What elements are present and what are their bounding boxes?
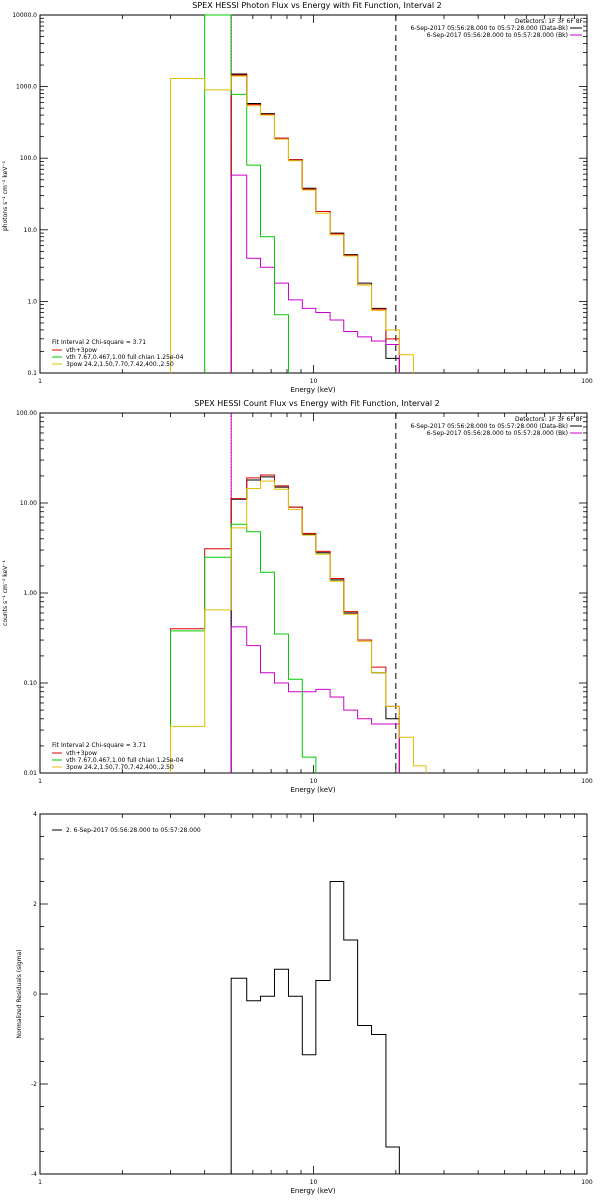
x-tick-label: 100 bbox=[581, 778, 593, 785]
count-legend-data-bk: 6-Sep-2017 05:56:28.000 to 05:57:28.000 … bbox=[410, 423, 568, 430]
residuals-legend-label: 2. 6-Sep-2017 05:56:28.000 to 05:57:28.0… bbox=[66, 827, 201, 834]
count-x-axis-label: Energy (keV) bbox=[290, 786, 335, 794]
x-tick-label: 1 bbox=[38, 1179, 42, 1186]
photon-reference-lines bbox=[230, 15, 397, 373]
y-tick-label: 4 bbox=[33, 811, 37, 818]
photon-plot-frame bbox=[39, 14, 588, 374]
photon-series bbox=[169, 14, 414, 373]
photon-chart-title: SPEX HESSI Photon Flux vs Energy with Fi… bbox=[192, 1, 442, 10]
y-tick-label: 10000.0 bbox=[12, 12, 37, 19]
photon-flux-panel: SPEX HESSI Photon Flux vs Energy with Fi… bbox=[2, 1, 593, 394]
histogram-series bbox=[230, 476, 400, 773]
count-legend: Detectors: 1F 3F 6F 8F 6-Sep-2017 05:56:… bbox=[52, 416, 584, 771]
y-tick-label: -2 bbox=[31, 1081, 37, 1088]
y-tick-label: 10.0 bbox=[24, 227, 38, 234]
x-tick-label: 10 bbox=[310, 778, 318, 785]
y-tick-label: 0 bbox=[33, 991, 37, 998]
residuals-panel: 1 10 100 -4 -2 0 2 4 Energy (keV) Normalized Re… bbox=[16, 811, 593, 1195]
histogram-series bbox=[230, 626, 400, 773]
y-tick-label: 1000.0 bbox=[16, 84, 37, 91]
x-tick-label: 1 bbox=[38, 778, 42, 785]
count-chart-title: SPEX HESSI Count Flux vs Energy with Fit… bbox=[194, 399, 439, 408]
x-tick-label: 1 bbox=[38, 378, 42, 385]
histogram-series bbox=[169, 523, 317, 773]
photon-legend-vth: vth 7.67,0.467,1.00 full chian 1.25e-04 bbox=[66, 354, 184, 361]
y-tick-label: 0.1 bbox=[27, 370, 37, 377]
residuals-series bbox=[230, 881, 400, 1174]
count-detectors-label: Detectors: 1F 3F 6F 8F bbox=[515, 416, 584, 423]
photon-legend-bk: 6-Sep-2017 05:56:28.000 to 05:57:28.000 … bbox=[427, 32, 568, 39]
count-flux-panel: SPEX HESSI Count Flux vs Energy with Fit… bbox=[2, 399, 593, 794]
photon-legend-total: vth+3pow bbox=[66, 347, 97, 354]
histogram-series bbox=[169, 75, 414, 373]
count-series bbox=[169, 474, 427, 773]
y-tick-label: 0.10 bbox=[24, 680, 38, 687]
histogram-series bbox=[230, 174, 400, 373]
photon-legend-3pow: 3pow 24.2,1.50,7.70,7.42,400.,2.50 bbox=[66, 361, 174, 368]
residuals-x-axis-label: Energy (keV) bbox=[290, 1187, 335, 1195]
photon-detectors-label: Detectors: 1F 3F 6F 8F bbox=[515, 18, 584, 25]
count-axes: 1 10 100 0.01 0.10 1.00 10.00 100.00 bbox=[16, 410, 593, 785]
count-plot-frame bbox=[39, 412, 588, 774]
photon-legend-data-bk: 6-Sep-2017 05:56:28.000 to 05:57:28.000 … bbox=[410, 25, 568, 32]
y-tick-label: 10.00 bbox=[20, 500, 37, 507]
y-tick-label: -4 bbox=[31, 1171, 37, 1178]
photon-axes: 1 10 100 0.1 1.0 10.0 100.0 1000.0 10000.0 bbox=[12, 12, 593, 385]
histogram-series bbox=[230, 73, 400, 373]
y-tick-label: 1.00 bbox=[24, 590, 38, 597]
x-tick-label: 100 bbox=[581, 1179, 593, 1186]
y-tick-label: 2 bbox=[33, 901, 37, 908]
count-y-axis-label: counts s⁻¹ cm⁻² keV⁻¹ bbox=[2, 560, 9, 626]
count-fit-interval-label: Fit Interval 2 Chi-square = 3.71 bbox=[52, 742, 146, 749]
y-tick-label: 100.0 bbox=[20, 155, 37, 162]
histogram-series bbox=[230, 881, 400, 1174]
y-tick-label: 1.0 bbox=[27, 298, 37, 305]
count-legend-total: vth+3pow bbox=[66, 750, 97, 757]
count-legend-vth: vth 7.67,0.467,1.00 full chian 1.25e-04 bbox=[66, 757, 184, 764]
x-tick-label: 100 bbox=[581, 378, 593, 385]
histogram-series bbox=[230, 74, 400, 373]
residuals-plot-frame bbox=[39, 813, 588, 1175]
photon-y-axis-label: photons s⁻¹ cm⁻² keV⁻¹ bbox=[2, 160, 9, 231]
y-tick-label: 0.01 bbox=[24, 770, 38, 777]
residuals-y-axis-label: Normalized Residuals (sigma) bbox=[16, 949, 23, 1038]
histogram-series bbox=[204, 14, 289, 373]
y-tick-label: 100.00 bbox=[16, 410, 37, 417]
photon-legend: Detectors: 1F 3F 6F 8F 6-Sep-2017 05:56:… bbox=[52, 18, 584, 368]
x-tick-label: 10 bbox=[310, 378, 318, 385]
count-legend-3pow: 3pow 24.2,1.50,7.70,7.42,400.,2.50 bbox=[66, 764, 174, 771]
histogram-series bbox=[169, 480, 427, 773]
x-tick-label: 10 bbox=[310, 1179, 318, 1186]
residuals-axes: 1 10 100 -4 -2 0 2 4 bbox=[31, 811, 593, 1186]
photon-x-axis-label: Energy (keV) bbox=[290, 386, 335, 394]
count-legend-bk: 6-Sep-2017 05:56:28.000 to 05:57:28.000 … bbox=[427, 430, 568, 437]
photon-fit-interval-label: Fit Interval 2 Chi-square = 3.71 bbox=[52, 339, 146, 346]
